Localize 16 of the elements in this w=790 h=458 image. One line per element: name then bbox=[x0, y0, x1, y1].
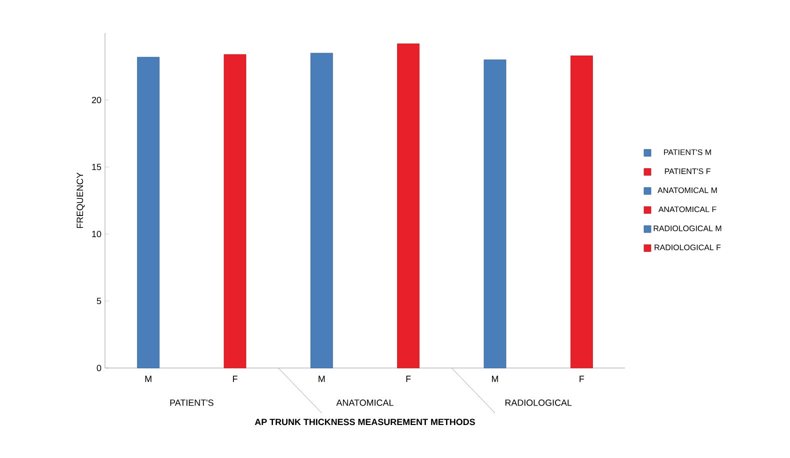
x-tick-label: M bbox=[492, 376, 498, 382]
text: PATIENT'S bbox=[170, 400, 214, 406]
x-axis-title: AP TRUNK THICKNESS MEASUREMENT METHODS bbox=[254, 418, 475, 426]
text: RADIOLOGICAL bbox=[505, 400, 572, 406]
y-tick-label: 10 bbox=[92, 230, 102, 238]
y-tick-label: 20 bbox=[92, 96, 102, 104]
text: ANATOMICAL bbox=[336, 400, 394, 406]
y-tick-label: 0 bbox=[96, 364, 102, 372]
x-tick-label: F bbox=[232, 376, 238, 382]
x-tick-label: M bbox=[145, 376, 152, 382]
y-axis-title: FREQUENCY bbox=[76, 172, 85, 228]
x-tick-label: F bbox=[406, 376, 411, 382]
y-tick-label: 5 bbox=[96, 298, 102, 304]
x-tick-label: M bbox=[318, 376, 325, 382]
x-tick-label: F bbox=[580, 376, 584, 382]
y-tick-label: 15 bbox=[92, 164, 102, 170]
